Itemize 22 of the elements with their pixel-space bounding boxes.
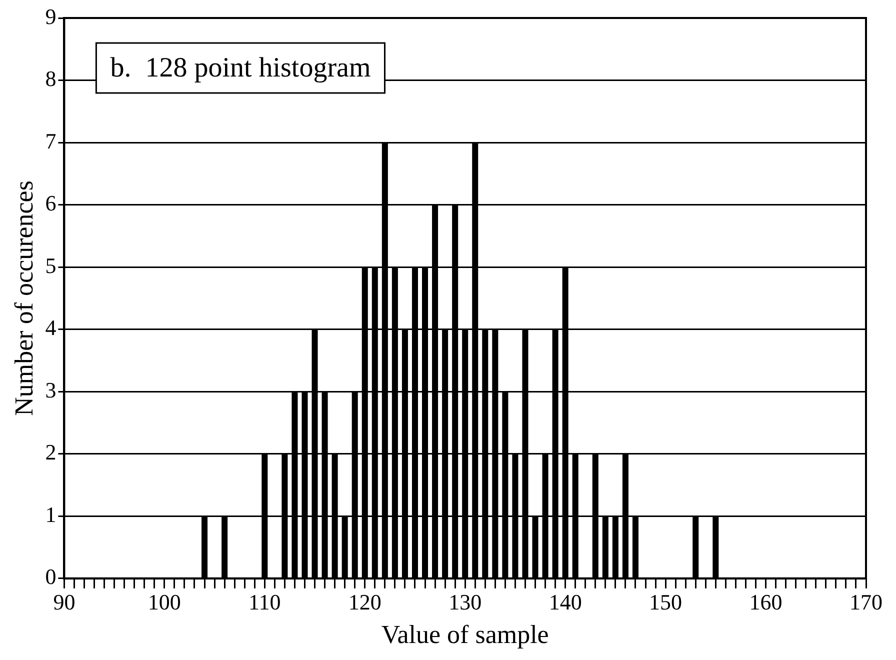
y-axis-title: Number of occurences <box>9 180 38 416</box>
y-tick-label: 6 <box>45 190 56 216</box>
x-tick-label: 90 <box>53 589 76 614</box>
x-tick-label: 120 <box>348 589 382 614</box>
y-tick-label: 3 <box>45 377 56 402</box>
y-tick-label: 0 <box>45 564 56 590</box>
x-tick-label: 150 <box>649 589 682 614</box>
x-axis-title: Value of sample <box>381 620 549 650</box>
y-tick-label: 4 <box>45 315 56 340</box>
x-tick-label: 140 <box>548 589 582 614</box>
x-tick-label: 100 <box>148 589 181 614</box>
y-tick-label: 8 <box>45 66 56 92</box>
x-tick-label: 160 <box>749 589 782 614</box>
y-tick-label: 2 <box>45 440 56 465</box>
y-tick-label: 5 <box>45 252 56 278</box>
y-tick-label: 7 <box>45 128 56 154</box>
x-tick-label: 170 <box>850 589 882 614</box>
y-tick-label: 1 <box>45 502 56 527</box>
x-tick-label: 110 <box>248 589 281 614</box>
y-tick-label: 9 <box>45 4 56 29</box>
x-tick-label: 130 <box>448 589 482 614</box>
text: b. 128 point histogram <box>110 52 371 84</box>
